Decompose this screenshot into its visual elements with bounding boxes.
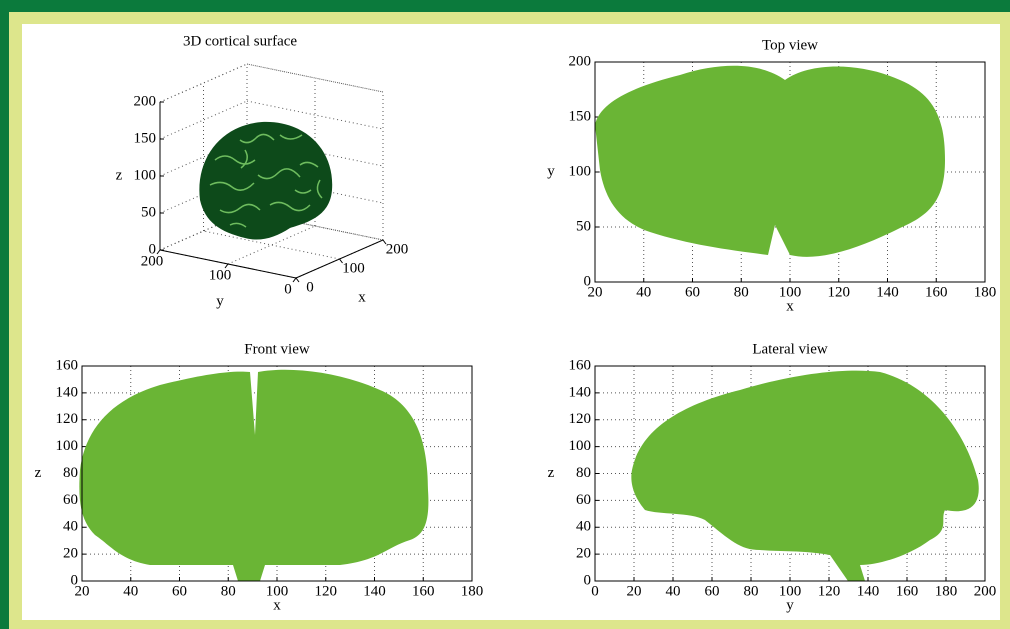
tick-mark [156,249,161,255]
x-tick-label: 200 [386,241,409,257]
x-tick-label: 60 [705,583,720,599]
x-tick-label: 180 [974,284,997,300]
x-tick-label: 140 [363,583,386,599]
y-tick-label: 150 [569,108,592,124]
y-tick-label: 140 [569,384,592,400]
x-tick-label: 100 [266,583,289,599]
y-tick-label: 100 [56,438,79,454]
z-axis-label: z [116,167,123,183]
x-tick-label: 180 [461,583,484,599]
x-tick-label: 160 [925,284,948,300]
y-tick-label: 100 [209,267,232,283]
z-tick-label: 150 [134,130,157,146]
brain-3d [199,121,333,240]
x-axis-label: x [786,298,794,314]
z-tick-label: 50 [141,204,156,220]
y-tick-label: 0 [284,281,292,297]
y-tick-label: 120 [569,411,592,427]
x-tick-label: 0 [306,279,314,295]
y-tick-label: 140 [56,384,79,400]
x-tick-label: 20 [75,583,90,599]
x-tick-label: 80 [744,583,759,599]
y-tick-label: 60 [63,492,78,508]
x-tick-label: 120 [828,284,851,300]
plot-box [594,365,986,582]
x-tick-label: 100 [779,284,802,300]
y-tick-label: 100 [569,163,592,179]
y-tick-label: 0 [584,273,592,289]
y-tick-label: 160 [56,357,79,373]
chart-title: 3D cortical surface [183,33,297,49]
chart-title: Top view [762,37,818,53]
x-tick-label: 20 [588,284,603,300]
y-tick-label: 0 [584,572,592,588]
x-tick-label: 60 [685,284,700,300]
x-axis-label: x [273,597,281,613]
y-tick-label: 200 [569,53,592,69]
axis-line [295,239,384,279]
projection-silhouette [595,65,945,257]
x-tick-label: 80 [734,284,749,300]
y-tick-label: 200 [141,253,164,269]
x-tick-label: 160 [896,583,919,599]
x-tick-label: 120 [315,583,338,599]
y-tick-label: 20 [63,546,78,562]
x-tick-label: 0 [591,583,599,599]
x-tick-label: 140 [857,583,880,599]
x-tick-label: 40 [636,284,651,300]
x-tick-label: 120 [818,583,841,599]
x-tick-label: 100 [342,260,365,276]
projection-silhouette [631,370,979,581]
y-tick-label: 40 [576,519,591,535]
y-tick-label: 120 [56,411,79,427]
y-tick-label: 0 [71,572,79,588]
y-tick-label: 160 [569,357,592,373]
x-tick-label: 100 [779,583,802,599]
y-tick-label: 100 [569,438,592,454]
y-tick-label: 60 [576,492,591,508]
z-tick-label: 0 [149,241,157,257]
x-tick-label: 200 [974,583,997,599]
y-axis-label: y [547,163,555,179]
y-axis-label: z [548,465,555,481]
tick-mark [224,263,229,269]
x-tick-label: 140 [876,284,899,300]
tick-mark [382,239,387,245]
frame-edge [0,12,9,629]
x-tick-label: 20 [627,583,642,599]
x-axis-label: y [786,597,794,613]
projection-silhouette [79,369,429,581]
x-tick-label: 80 [221,583,236,599]
tick-mark [292,277,297,283]
chart-title: Lateral view [752,341,828,357]
x-tick-label: 40 [123,583,138,599]
y-tick-label: 20 [576,546,591,562]
tick-mark [339,258,343,264]
y-tick-label: 50 [576,218,591,234]
z-tick-label: 100 [134,167,157,183]
chart-title: Front view [244,341,310,357]
z-tick-label: 200 [134,93,157,109]
tick-mark [295,277,300,283]
y-tick-label: 80 [63,465,78,481]
y-tick-label: 40 [63,519,78,535]
x-tick-label: 40 [666,583,681,599]
axis-line [159,249,297,279]
plot-box [81,365,473,582]
y-tick-label: 80 [576,465,591,481]
y-axis-label: z [35,465,42,481]
x-tick-label: 180 [935,583,958,599]
x-axis-label: x [358,289,366,305]
x-tick-label: 60 [172,583,187,599]
y-axis-label: y [216,293,224,309]
plot-box [594,61,986,283]
x-tick-label: 160 [412,583,435,599]
